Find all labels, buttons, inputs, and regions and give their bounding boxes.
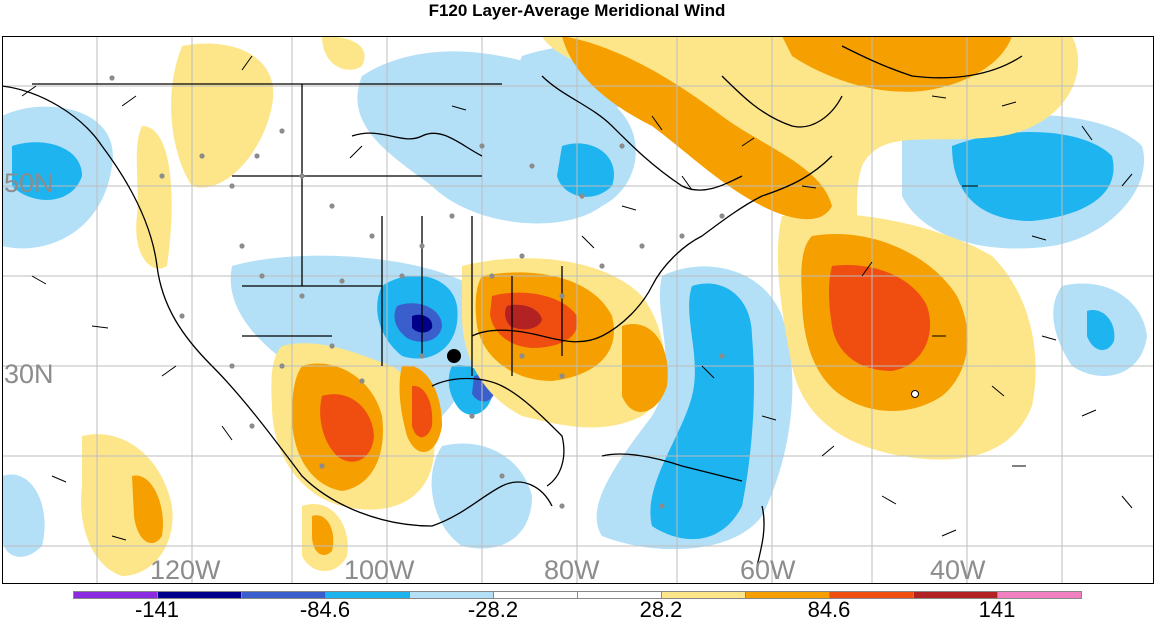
colorbar-label: 84.6 (807, 597, 851, 622)
colorbar-label: -141 (134, 597, 180, 622)
map-canvas (2, 36, 1154, 584)
lat-label-50n: 50N (4, 168, 54, 198)
colorbar-tick (493, 591, 494, 599)
colorbar-label: 141 (978, 597, 1016, 622)
colorbar-segment (157, 591, 242, 599)
colorbar-segment (409, 591, 494, 599)
colorbar-tick (577, 591, 578, 599)
colorbar-label: 28.2 (639, 597, 683, 622)
colorbar-label: -84.6 (299, 597, 351, 622)
colorbar-segment (73, 591, 158, 599)
colorbar-tick (241, 591, 242, 599)
colorbar-segment (577, 591, 662, 599)
colorbar-tick (325, 591, 326, 599)
open-circle-marker (911, 390, 919, 398)
lon-label-80w: 80W (544, 555, 600, 584)
colorbar (73, 591, 1082, 599)
colorbar-segment (829, 591, 914, 599)
coastlines-and-borders (2, 45, 1023, 567)
colorbar-tick (997, 591, 998, 599)
lon-label-100w: 100W (344, 555, 415, 584)
lon-label-60w: 60W (740, 555, 796, 584)
colorbar-tick (829, 591, 830, 599)
map-title: F120 Layer-Average Meridional Wind (428, 1, 726, 20)
colorbar-segment (913, 591, 998, 599)
colorbar-tick (745, 591, 746, 599)
colorbar-segment (661, 591, 746, 599)
colorbar-segment (241, 591, 326, 599)
colorbar-segment (745, 591, 830, 599)
positive-wind-extreme-shading (505, 304, 542, 330)
colorbar-tick (913, 591, 914, 599)
observation-station-dots (109, 75, 725, 509)
storm-center-marker (447, 349, 461, 363)
colorbar-segment (493, 591, 578, 599)
colorbar-segment (997, 591, 1082, 599)
colorbar-segment (325, 591, 410, 599)
wind-barbs (21, 55, 1133, 541)
colorbar-tick (409, 591, 410, 599)
colorbar-label: -28.2 (467, 597, 519, 622)
lon-label-120w: 120W (150, 555, 221, 584)
negative-wind-medium-shading (12, 132, 1115, 540)
lat-label-30n: 30N (4, 359, 54, 389)
lat-lon-grid (2, 36, 1154, 584)
lon-label-40w: 40W (930, 555, 986, 584)
map-panel[interactable]: 50N 30N 120W 100W 80W 60W 40W (2, 36, 1154, 584)
colorbar-tick (661, 591, 662, 599)
colorbar-tick (157, 591, 158, 599)
